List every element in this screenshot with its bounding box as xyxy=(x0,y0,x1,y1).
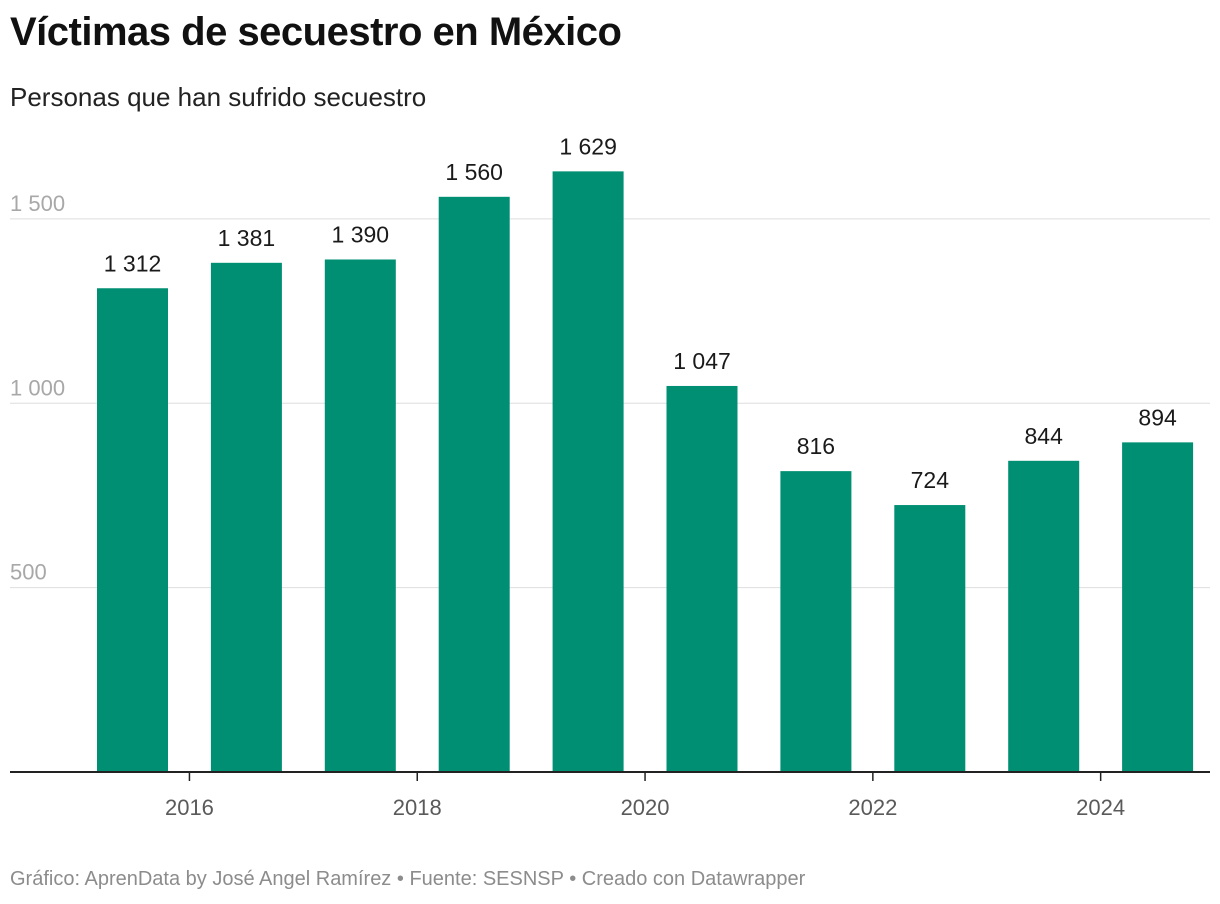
bar-2019 xyxy=(552,171,624,772)
y-tick-label: 500 xyxy=(10,560,47,585)
y-axis-labels: 500 1 000 1 500 xyxy=(10,191,65,585)
footer-separator: • xyxy=(396,868,404,890)
footer-credits: Gráfico: AprenData by José Angel Ramírez… xyxy=(10,868,805,891)
y-tick-label: 1 500 xyxy=(10,191,65,216)
source-name: SESNSP xyxy=(482,868,564,890)
x-tick-label-2022: 2022 xyxy=(848,795,897,820)
chart-title: Víctimas de secuestro en México xyxy=(10,10,622,54)
footer-separator: • xyxy=(569,868,577,890)
bar-2018 xyxy=(438,196,510,772)
value-label-2018: 1 560 xyxy=(445,159,503,185)
bar-2017 xyxy=(324,259,396,772)
value-label-2016: 1 381 xyxy=(218,225,276,251)
bar-2021 xyxy=(780,471,852,772)
bars xyxy=(97,171,1194,772)
value-label-2015: 1 312 xyxy=(104,250,162,276)
value-label-2021: 816 xyxy=(797,433,835,459)
x-tick-label-2024: 2024 xyxy=(1076,795,1125,820)
value-label-2017: 1 390 xyxy=(332,221,390,247)
value-label-2020: 1 047 xyxy=(673,348,731,374)
bar-2020 xyxy=(666,385,738,772)
value-labels: 1 312 1 381 1 390 1 560 1 629 1 047 816 724 844 8… xyxy=(104,133,1177,493)
credit-label: Gráfico: xyxy=(10,868,81,890)
bar-2023 xyxy=(1008,460,1080,772)
bar-2016 xyxy=(210,262,282,772)
x-axis-ticks: 2016 2018 2020 2022 2024 xyxy=(165,772,1125,820)
chart-subtitle: Personas que han sufrido secuestro xyxy=(10,82,427,112)
x-tick-label-2018: 2018 xyxy=(393,795,442,820)
bar-2015 xyxy=(97,288,168,772)
value-label-2022: 724 xyxy=(911,467,950,493)
x-tick-label-2020: 2020 xyxy=(621,795,670,820)
source-label: Fuente: xyxy=(409,868,478,890)
value-label-2019: 1 629 xyxy=(559,133,617,159)
tool-credit: Creado con Datawrapper xyxy=(581,868,806,890)
value-label-2023: 844 xyxy=(1025,423,1064,449)
x-tick-label-2016: 2016 xyxy=(165,795,214,820)
bar-2024 xyxy=(1122,442,1194,772)
bar-2022 xyxy=(894,505,966,772)
y-tick-label: 1 000 xyxy=(10,375,65,400)
credit-author: AprenData by José Angel Ramírez xyxy=(84,868,392,890)
value-label-2024: 894 xyxy=(1138,404,1177,430)
